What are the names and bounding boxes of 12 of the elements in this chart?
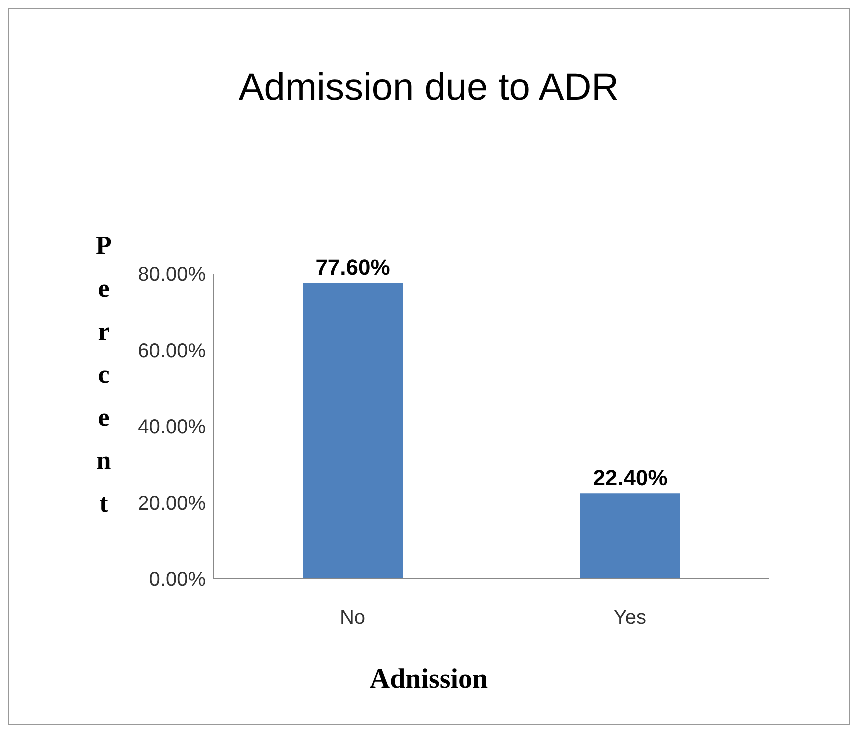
y-tick-label: 0.00%: [149, 569, 206, 592]
data-label: 77.60%: [316, 255, 390, 280]
y-tick-label: 80.00%: [138, 264, 206, 286]
x-tick-label: No: [340, 607, 366, 630]
x-axis-title: Adnission: [368, 664, 490, 696]
data-label: 22.40%: [593, 466, 668, 491]
y-axis-title: Percent: [95, 230, 113, 520]
x-tick-label: Yes: [614, 607, 647, 630]
y-tick-label: 40.00%: [138, 416, 206, 439]
y-tick-label: 60.00%: [138, 340, 206, 362]
chart-title: Admission due to ADR: [238, 67, 620, 111]
y-tick-label: 20.00%: [138, 492, 206, 515]
